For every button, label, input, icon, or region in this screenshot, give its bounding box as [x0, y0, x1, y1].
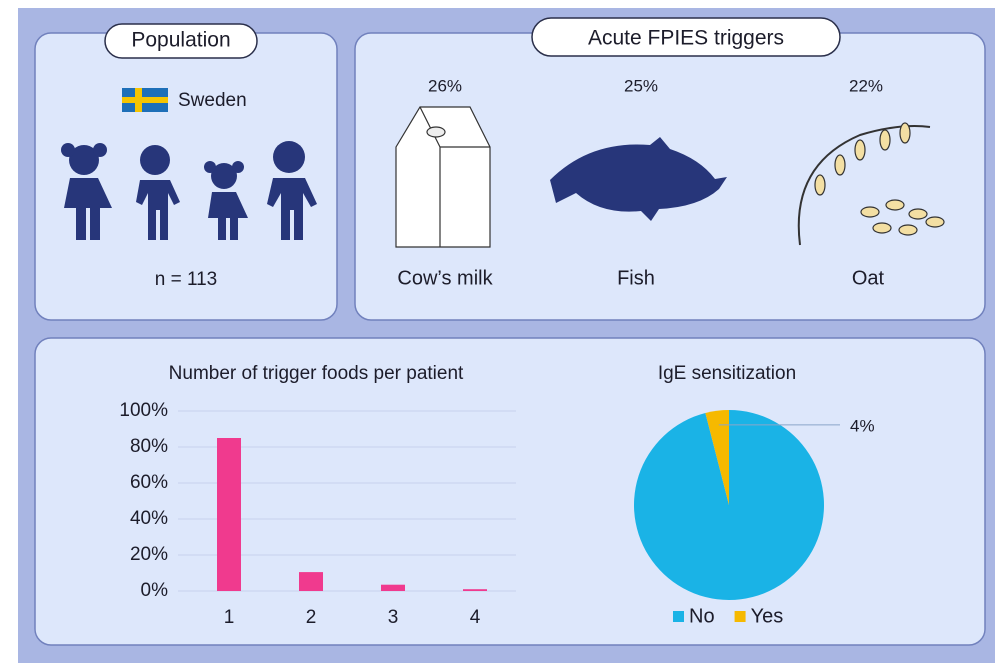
chart-title: IgE sensitization	[658, 363, 796, 384]
infographic: Population Sweden n = 113 Acute FPIES tr…	[0, 0, 995, 663]
panel-title: Population	[131, 29, 230, 52]
trigger-percent: 22%	[849, 76, 883, 95]
y-tick-label: 60%	[130, 472, 168, 493]
y-tick-label: 80%	[130, 436, 168, 457]
milk-icon	[396, 107, 490, 247]
legend-swatch	[673, 611, 684, 622]
y-tick-label: 100%	[119, 400, 168, 421]
bar	[463, 589, 487, 591]
bar	[381, 585, 405, 591]
x-tick-label: 2	[306, 607, 317, 628]
trigger-label: Fish	[617, 267, 655, 289]
x-tick-label: 3	[388, 607, 399, 628]
panel-title: Acute FPIES triggers	[588, 27, 784, 50]
trigger-percent: 25%	[624, 76, 658, 95]
flag	[122, 88, 168, 112]
trigger-percent: 26%	[428, 76, 462, 95]
country: Sweden	[178, 90, 247, 111]
trigger-label: Oat	[852, 267, 885, 289]
data-label: 4%	[850, 416, 875, 435]
trigger-label: Cow’s milk	[397, 267, 493, 289]
y-tick-label: 40%	[130, 508, 168, 529]
legend-label: No	[689, 605, 715, 627]
chart-title: Number of trigger foods per patient	[169, 363, 464, 384]
y-tick-label: 20%	[130, 544, 168, 565]
bar	[299, 572, 323, 591]
x-tick-label: 1	[224, 607, 235, 628]
charts-panel	[35, 338, 985, 645]
bar	[217, 438, 241, 591]
legend-label: Yes	[751, 605, 784, 627]
legend-swatch	[735, 611, 746, 622]
x-tick-label: 4	[470, 607, 481, 628]
sample-size: n = 113	[155, 269, 218, 290]
y-tick-label: 0%	[141, 580, 169, 601]
